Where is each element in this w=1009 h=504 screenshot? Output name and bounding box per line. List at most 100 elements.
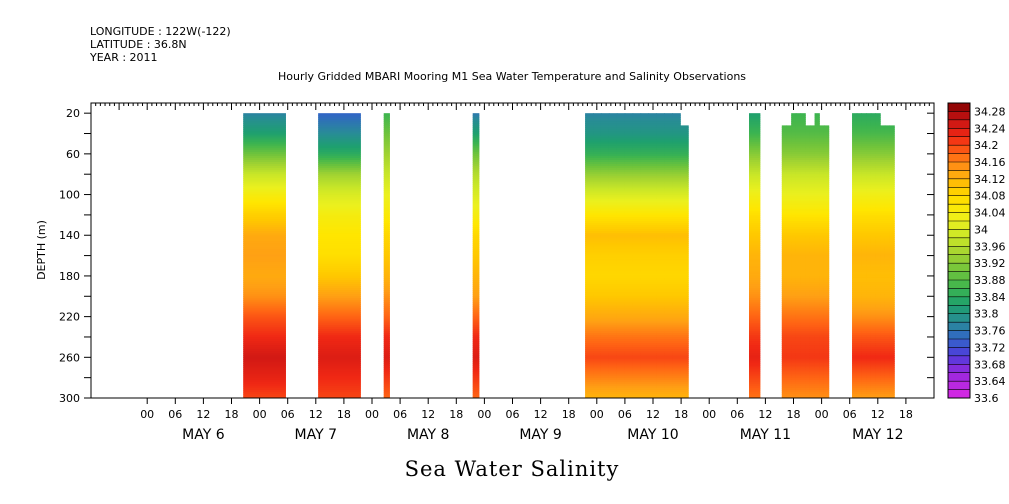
data-cell — [608, 117, 618, 120]
data-cell — [680, 383, 689, 387]
data-cell — [383, 231, 390, 234]
data-cell — [656, 365, 665, 369]
data-cell — [875, 137, 881, 141]
data-cell — [805, 206, 811, 210]
data-cell — [875, 332, 881, 336]
data-cell — [243, 271, 286, 275]
data-cell — [870, 239, 877, 242]
data-cell — [875, 361, 881, 365]
data-cell — [600, 336, 610, 340]
data-cell — [814, 351, 820, 354]
data-cell — [616, 227, 626, 230]
data-cell — [781, 251, 788, 255]
data-cell — [680, 182, 689, 185]
data-cell — [875, 131, 881, 135]
data-cell — [809, 198, 816, 202]
data-cell — [884, 233, 891, 236]
data-cell — [781, 375, 788, 379]
data-cell — [875, 363, 881, 367]
data-cell — [640, 218, 650, 222]
data-cell — [880, 225, 886, 228]
data-cell — [648, 227, 658, 230]
data-cell — [852, 361, 858, 365]
data-cell — [852, 227, 858, 230]
data-cell — [640, 275, 650, 279]
data-cell — [608, 153, 618, 157]
data-cell — [672, 227, 681, 230]
data-cell — [861, 153, 867, 157]
data-cell — [640, 369, 650, 373]
data-cell — [819, 288, 825, 291]
data-cell — [749, 261, 761, 265]
data-cell — [585, 282, 594, 285]
data-cell — [616, 151, 626, 155]
data-cell — [880, 159, 886, 163]
data-cell — [648, 286, 658, 289]
data-cell — [791, 166, 797, 169]
data-cell — [383, 113, 390, 116]
data-cell — [749, 225, 761, 228]
data-cell — [648, 151, 658, 155]
data-cell — [805, 314, 811, 318]
data-cell — [593, 294, 602, 297]
data-cell — [861, 261, 867, 265]
data-cell — [875, 389, 881, 393]
data-cell — [672, 241, 681, 244]
data-cell — [383, 365, 390, 369]
data-cell — [648, 365, 658, 369]
data-cell — [791, 245, 797, 249]
data-cell — [791, 369, 797, 373]
data-cell — [805, 302, 811, 306]
data-cell — [781, 137, 788, 141]
data-cell — [880, 233, 886, 236]
data-cell — [624, 125, 634, 129]
data-cell — [809, 314, 816, 318]
data-cell — [640, 202, 650, 206]
data-cell — [593, 345, 602, 348]
data-cell — [819, 170, 825, 173]
data-cell — [795, 218, 802, 222]
data-cell — [781, 369, 788, 373]
data-cell — [600, 194, 610, 198]
data-cell — [672, 164, 681, 167]
data-cell — [795, 343, 802, 346]
data-cell — [800, 336, 806, 340]
data-cell — [866, 141, 872, 145]
data-cell — [823, 395, 830, 398]
data-cell — [809, 359, 816, 362]
data-cell — [749, 381, 761, 385]
data-cell — [472, 275, 480, 279]
data-cell — [823, 326, 830, 330]
data-cell — [640, 253, 650, 257]
data-cell — [600, 188, 610, 192]
data-cell — [884, 357, 891, 360]
data-cell — [600, 145, 610, 149]
data-cell — [875, 194, 881, 198]
data-cell — [786, 153, 792, 157]
data-cell — [819, 235, 825, 238]
data-cell — [472, 157, 480, 161]
data-cell — [856, 284, 863, 287]
data-cell — [585, 119, 594, 122]
data-cell — [672, 247, 681, 251]
data-cell — [585, 351, 594, 354]
data-cell — [791, 363, 797, 367]
data-cell — [875, 353, 881, 356]
data-cell — [875, 298, 881, 301]
data-cell — [664, 298, 673, 301]
data-cell — [852, 141, 858, 145]
data-cell — [680, 353, 689, 356]
data-cell — [585, 212, 594, 216]
data-cell — [781, 247, 788, 251]
data-cell — [805, 208, 811, 212]
data-cell — [472, 184, 480, 188]
data-cell — [656, 117, 665, 120]
data-cell — [632, 119, 642, 122]
data-cell — [781, 318, 788, 322]
data-cell — [791, 139, 797, 143]
data-cell — [880, 383, 886, 387]
data-cell — [852, 277, 858, 281]
data-cell — [805, 347, 811, 350]
data-cell — [600, 282, 610, 285]
data-cell — [781, 304, 788, 308]
